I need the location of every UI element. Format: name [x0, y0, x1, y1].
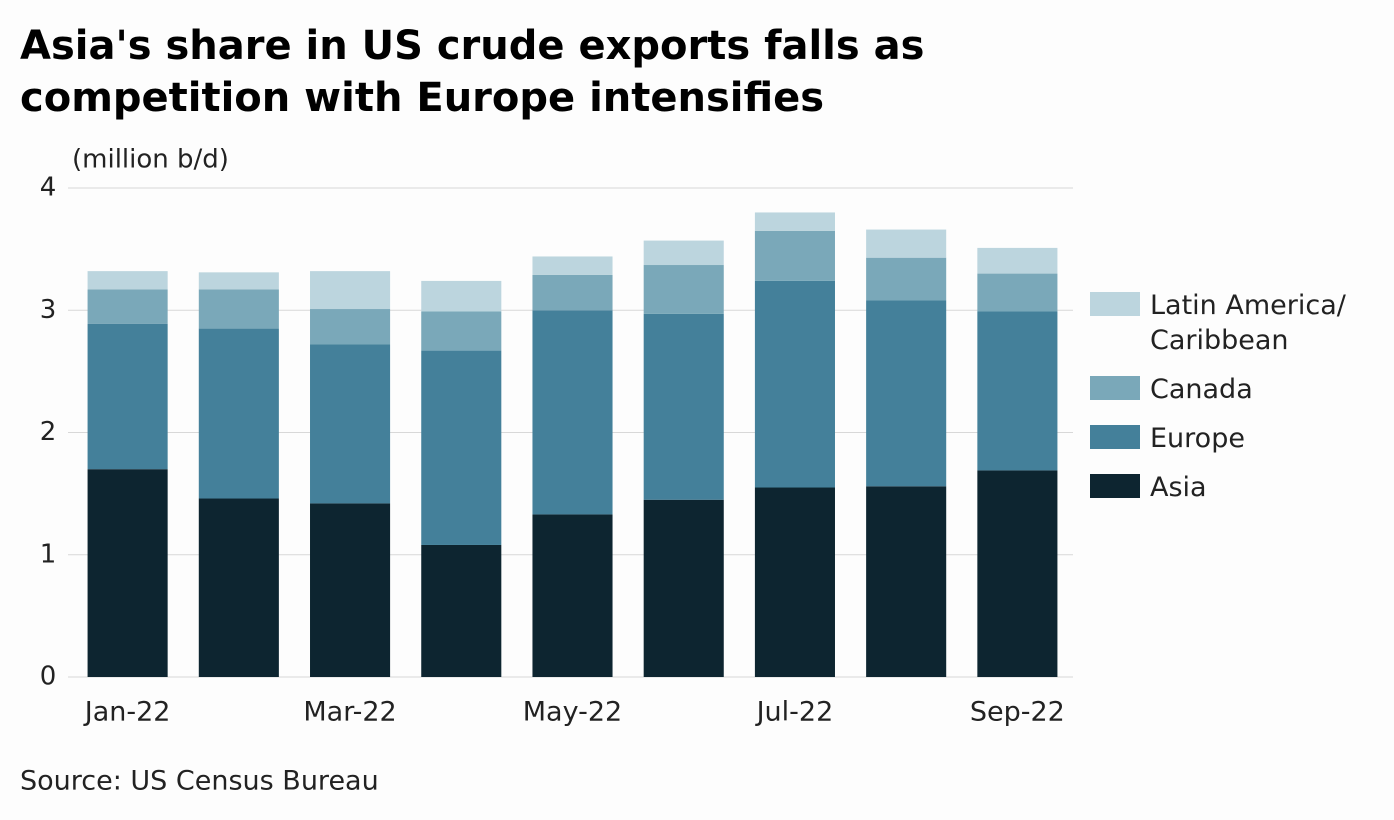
y-tick-label: 1: [40, 539, 57, 569]
y-tick-label: 3: [40, 295, 57, 325]
bar-segment: [532, 274, 613, 311]
bar-segment: [977, 273, 1058, 312]
bar-segment: [310, 503, 391, 677]
bar-segment: [754, 280, 835, 488]
legend-item: Latin America/ Caribbean: [1090, 288, 1380, 358]
x-tick-label: May-22: [523, 697, 622, 728]
legend-label: Asia: [1150, 472, 1207, 503]
bar-segment: [198, 328, 279, 499]
legend-swatch: [1090, 376, 1140, 400]
bar-segment: [643, 240, 724, 266]
bar-segment: [421, 350, 502, 545]
legend-swatch: [1090, 292, 1140, 316]
bar-segment: [754, 230, 835, 281]
legend-item: Canada: [1090, 372, 1380, 407]
bar-segment: [532, 256, 613, 275]
bar-segment: [866, 229, 947, 258]
y-tick-label: 0: [40, 662, 57, 692]
y-tick-label: 2: [40, 417, 57, 447]
bar-segment: [198, 289, 279, 329]
bar-segment: [87, 289, 168, 324]
bar-segment: [643, 265, 724, 314]
x-tick-label: Mar-22: [303, 697, 396, 728]
chart-title: Asia's share in US crude exports falls a…: [20, 23, 925, 121]
bar-segment: [310, 271, 391, 310]
legend-item: Asia: [1090, 470, 1380, 505]
legend-label: Canada: [1150, 374, 1253, 405]
bar-segment: [421, 544, 502, 677]
bar-segment: [866, 300, 947, 487]
bar-segment: [977, 311, 1058, 471]
bar-segment: [532, 310, 613, 515]
source: Source: US Census Bureau: [20, 766, 379, 797]
bar-segment: [643, 313, 724, 500]
legend-swatch: [1090, 425, 1140, 449]
bar-segment: [421, 280, 502, 312]
y-tick-label: 4: [40, 173, 57, 203]
legend-item: Europe: [1090, 421, 1380, 456]
bar-segment: [866, 486, 947, 677]
bar-segment: [643, 499, 724, 677]
bar-segment: [87, 469, 168, 677]
bar-segment: [421, 311, 502, 351]
bar-segment: [198, 498, 279, 677]
bar-segment: [532, 514, 613, 677]
bar-segment: [977, 470, 1058, 677]
legend-label: Europe: [1150, 423, 1245, 454]
x-tick-label: Jan-22: [83, 697, 171, 728]
legend-label: Latin America/ Caribbean: [1150, 290, 1346, 356]
bar-segment: [87, 323, 168, 470]
bar-segment: [87, 271, 168, 290]
bar-segment: [866, 257, 947, 301]
bar-segment: [754, 487, 835, 677]
x-tick-label: Jul-22: [755, 697, 834, 728]
legend-swatch: [1090, 474, 1140, 498]
x-tick-label: Sep-22: [970, 697, 1065, 728]
legend: Latin America/ Caribbean Canada Europe Asia: [1090, 288, 1380, 519]
bar-segment: [977, 247, 1058, 274]
bar-segment: [310, 309, 391, 345]
y-axis-label: (million b/d): [72, 145, 229, 175]
bar-segment: [198, 272, 279, 290]
bar-segment: [754, 212, 835, 231]
bar-segment: [310, 344, 391, 504]
